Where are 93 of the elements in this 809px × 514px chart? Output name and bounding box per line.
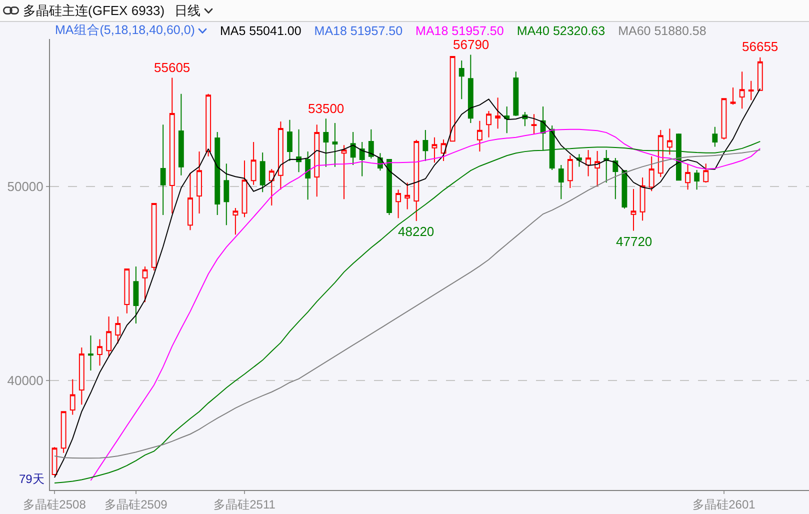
text: MA18 51957.50	[416, 24, 504, 38]
candlestick	[151, 203, 157, 272]
candlestick	[594, 150, 600, 187]
candlestick	[712, 126, 718, 148]
candlestick	[486, 110, 492, 138]
candlestick	[558, 164, 564, 200]
x-tick-label: 多晶硅2511	[214, 497, 276, 512]
candlestick	[513, 71, 519, 117]
chart-subtitle: 日线	[174, 2, 201, 20]
candlestick	[531, 114, 537, 135]
candlestick	[359, 142, 365, 177]
candlestick	[396, 189, 402, 219]
candlestick	[206, 93, 212, 157]
annotation: 56790	[453, 37, 490, 52]
candlestick	[160, 124, 166, 216]
annotation: 48220	[398, 224, 434, 239]
candlestick	[703, 163, 709, 184]
candlestick	[214, 131, 220, 216]
candlestick	[133, 266, 139, 324]
candlestick	[567, 154, 573, 189]
candlestick	[268, 168, 274, 206]
annotation: 56655	[742, 39, 778, 54]
text: MA5 55041.00	[220, 24, 302, 38]
candlestick	[305, 151, 311, 200]
candlestick	[78, 347, 84, 406]
annotation: 55605	[154, 60, 190, 75]
candlestick	[739, 71, 745, 110]
annotation: 47720	[616, 234, 652, 249]
candlestick	[666, 128, 672, 156]
candlestick	[124, 268, 130, 314]
candlestick	[106, 316, 112, 357]
y-tick-label: 40000	[7, 373, 44, 388]
candlestick	[178, 93, 184, 176]
candlestick	[504, 106, 510, 134]
candlestick	[612, 157, 618, 200]
candlestick	[332, 122, 338, 168]
x-tick-label: 多晶硅2508	[23, 497, 86, 512]
candlestick	[630, 188, 636, 232]
text: MA40 52320.63	[516, 24, 606, 38]
legend-title: MA组合(5,18,18,40,60,0)	[55, 22, 195, 39]
candlestick	[757, 56, 763, 91]
candlestick	[468, 54, 474, 124]
candlestick	[242, 160, 248, 218]
candlestick	[422, 130, 428, 162]
x-tick-label: 多晶硅2601	[692, 497, 756, 512]
candlestick	[341, 144, 347, 200]
text: MA60 51880.58	[618, 24, 706, 38]
text: 79天	[19, 472, 44, 486]
candlestick	[658, 130, 664, 178]
x-tick-label: 多晶硅2509	[104, 497, 168, 512]
candlestick	[296, 128, 302, 173]
candlestick	[458, 60, 464, 100]
candlestick	[640, 177, 646, 222]
candlestick	[604, 150, 610, 184]
candlestick	[224, 163, 230, 226]
candlestick	[721, 98, 727, 140]
candlestick	[368, 128, 374, 160]
legend-label: MA18 51957.50	[314, 24, 403, 38]
candlestick	[730, 87, 736, 106]
candlestick	[60, 411, 66, 454]
candlestick	[88, 335, 94, 371]
candlestick	[476, 120, 482, 152]
annotation: 53500	[308, 101, 344, 116]
y-tick-label: 50000	[7, 179, 44, 194]
candlestick	[450, 56, 456, 142]
candlestick	[648, 156, 654, 192]
candlestick	[748, 80, 754, 101]
candlestick	[169, 77, 175, 214]
candlestick	[323, 118, 329, 168]
candlestick	[260, 152, 266, 193]
candlestick	[694, 169, 700, 190]
candlestick	[314, 124, 320, 198]
candlestick	[495, 97, 501, 130]
candlestick	[196, 151, 202, 214]
candlestick	[586, 150, 591, 177]
candlestick	[576, 154, 582, 168]
candlestick	[287, 119, 292, 162]
candlestick	[142, 266, 148, 303]
candlestick	[115, 316, 121, 344]
candlestick	[278, 120, 284, 190]
candlestick	[250, 142, 256, 186]
candlestick	[622, 170, 628, 210]
candlestick	[404, 182, 410, 210]
candlestick	[350, 131, 356, 166]
candlestick	[97, 338, 102, 366]
candlestick	[70, 378, 76, 416]
candlestick	[188, 172, 193, 231]
candlestick	[414, 139, 420, 222]
chart-title: 多晶硅主连(GFEX 6933)	[23, 2, 165, 20]
candlestick	[685, 164, 690, 190]
candlestick	[386, 159, 392, 216]
candlestick	[432, 136, 438, 164]
candlestick	[232, 208, 238, 236]
